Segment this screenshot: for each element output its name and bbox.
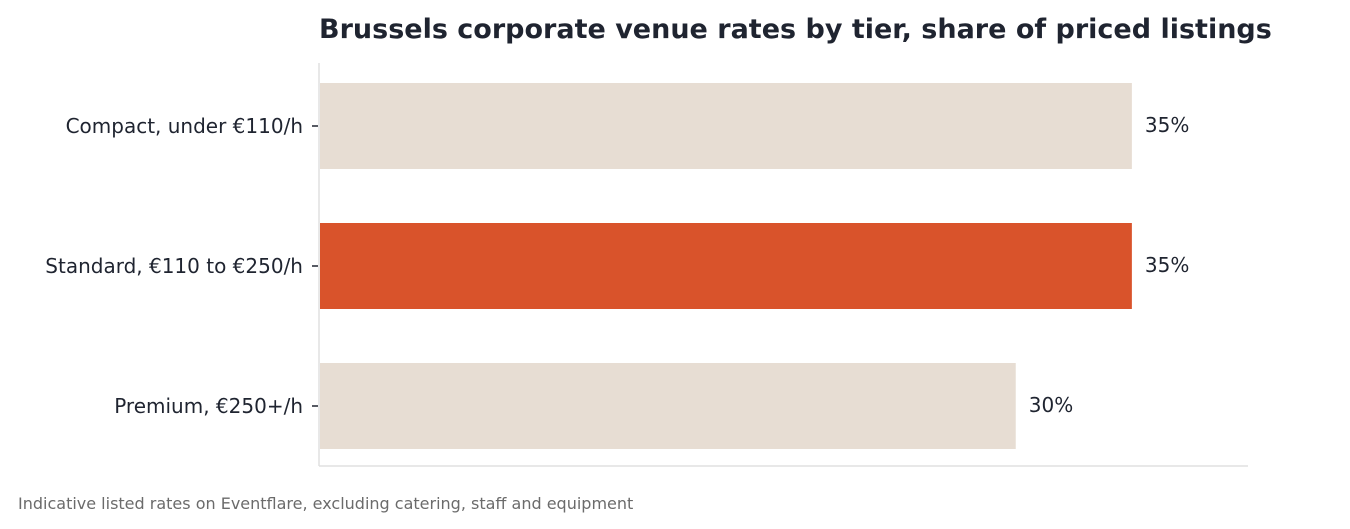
value-label-2: 35%: [1145, 253, 1189, 277]
bar-3: [320, 363, 1016, 449]
bar-2: [320, 223, 1132, 309]
axes-group: [312, 63, 1248, 467]
category-label-1: Compact, under €110/h: [66, 114, 303, 138]
chart-title: Brussels corporate venue rates by tier, …: [319, 14, 1272, 45]
category-label-2: Standard, €110 to €250/h: [45, 254, 303, 278]
category-labels-group: Compact, under €110/h Standard, €110 to €…: [45, 114, 303, 418]
bar-1: [320, 83, 1132, 169]
value-label-1: 35%: [1145, 113, 1189, 137]
value-labels-group: 35% 35% 30%: [1029, 113, 1190, 417]
value-label-3: 30%: [1029, 393, 1073, 417]
bars-group: [320, 83, 1132, 449]
chart-footnote: Indicative listed rates on Eventflare, e…: [18, 494, 633, 513]
category-label-3: Premium, €250+/h: [114, 394, 303, 418]
